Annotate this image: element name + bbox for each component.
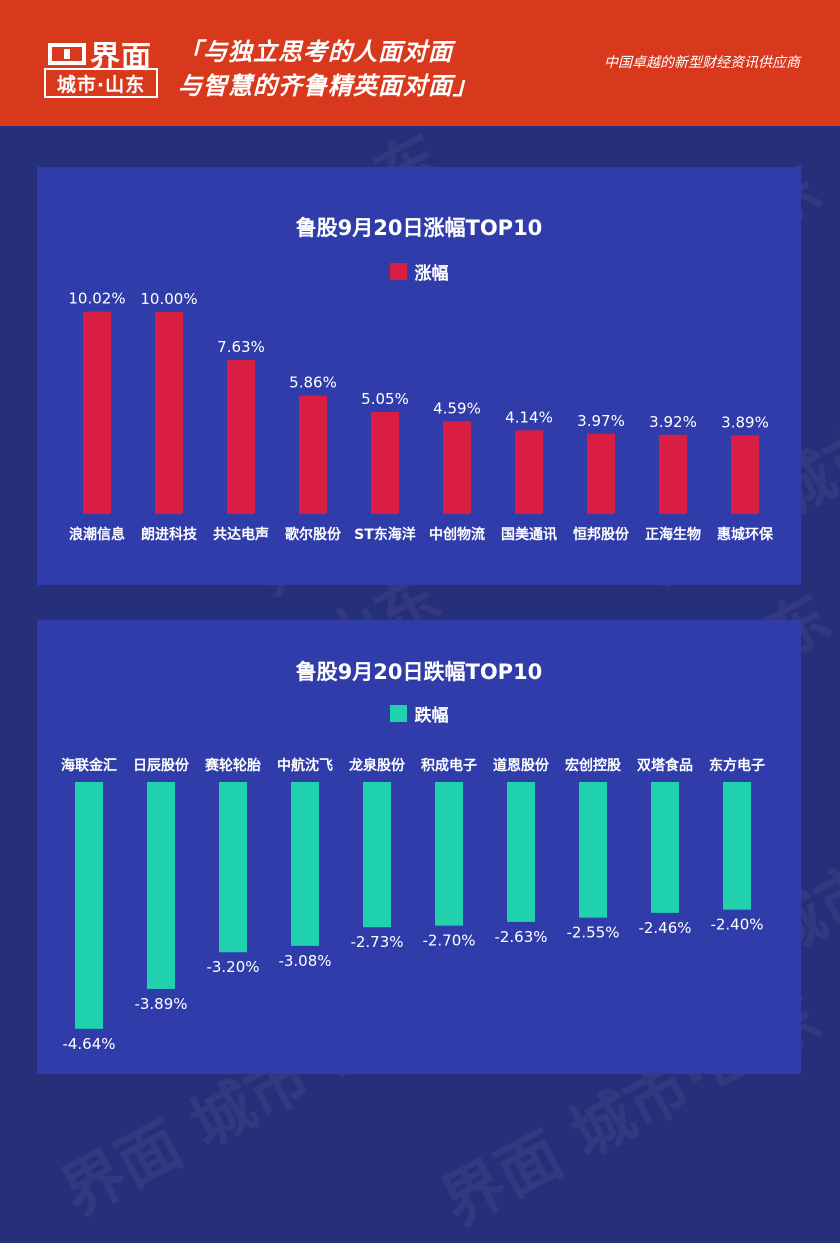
gain-bar [299, 395, 327, 514]
gain-category-label: 正海生物 [645, 526, 701, 543]
loss-legend-label: 跌幅 [414, 706, 449, 726]
gain-data-label: 3.89% [721, 413, 769, 431]
loss-category-label: 东方电子 [709, 757, 765, 774]
gain-category-label: 歌尔股份 [285, 526, 342, 543]
gain-category-label: 朗进科技 [141, 526, 198, 543]
loss-category-label: 海联金汇 [61, 757, 117, 774]
gain-category-label: ST东海洋 [354, 526, 416, 543]
gain-bar [371, 411, 399, 514]
gain-data-label: 7.63% [217, 338, 265, 356]
gain-category-label: 共达电声 [213, 526, 269, 543]
loss-category-label: 道恩股份 [493, 757, 550, 774]
loss-data-label: -2.70% [422, 932, 475, 950]
gain-legend-label: 涨幅 [414, 264, 449, 284]
loss-bar [291, 782, 319, 946]
loss-bar [435, 782, 463, 926]
gain-bar [515, 430, 543, 514]
gain-data-label: 5.05% [361, 390, 409, 408]
gain-bar [731, 435, 759, 514]
loss-category-label: 龙泉股份 [348, 757, 406, 774]
gain-bar [227, 359, 255, 514]
gain-bar [443, 421, 471, 514]
loss-category-label: 中航沈飞 [277, 757, 333, 774]
gain-category-label: 国美通讯 [501, 526, 557, 543]
loss-data-label: -3.20% [206, 958, 259, 976]
loss-legend-swatch [389, 705, 407, 722]
slogan-line-2: 与智慧的齐鲁精英面对面」 [178, 72, 478, 100]
gain-chart-title: 鲁股9月20日涨幅TOP10 [295, 216, 543, 240]
loss-data-label: -4.64% [62, 1035, 115, 1053]
loss-bar [75, 782, 103, 1029]
loss-bar [579, 782, 607, 918]
gain-chart-panel: 鲁股9月20日涨幅TOP10 涨幅 10.02% 浪潮信息 10.00% 朗进科技 7.… [37, 167, 801, 585]
gain-data-label: 4.59% [433, 399, 481, 417]
logo-sub-text: 城市·山东 [44, 68, 158, 98]
gain-bar-chart: 10.02% 浪潮信息 10.00% 朗进科技 7.63% 共达电声 5.86% 歌尔股份 5.… [68, 290, 774, 543]
gain-bar [659, 434, 687, 514]
loss-bar [147, 782, 175, 989]
gain-legend-swatch [389, 263, 407, 280]
gain-data-label: 10.02% [68, 290, 125, 308]
gain-bar [83, 311, 111, 514]
gain-category-label: 浪潮信息 [69, 526, 125, 543]
gain-category-label: 中创物流 [429, 526, 485, 543]
loss-legend: 跌幅 [37, 701, 801, 726]
loss-data-label: -2.55% [566, 924, 619, 942]
gain-category-label: 恒邦股份 [573, 526, 630, 543]
tagline: 中国卓越的新型财经资讯供应商 [604, 55, 800, 71]
header-banner: 界面 城市·山东 「与独立思考的人面对面 与智慧的齐鲁精英面对面」 中国卓越的新… [0, 0, 840, 126]
gain-bar [587, 433, 615, 514]
gain-legend: 涨幅 [37, 259, 801, 284]
gain-data-label: 3.92% [649, 413, 697, 431]
gain-data-label: 5.86% [289, 374, 337, 392]
loss-category-label: 赛轮轮胎 [204, 757, 261, 774]
loss-data-label: -2.73% [350, 933, 403, 951]
loss-bar [363, 782, 391, 928]
loss-data-label: -3.08% [278, 952, 331, 970]
loss-bar [219, 782, 247, 953]
loss-bar [723, 782, 751, 910]
gain-category-label: 惠城环保 [717, 526, 774, 543]
loss-data-label: -2.63% [494, 928, 547, 946]
loss-bar-chart: -4.64% 海联金汇 -3.89% 日辰股份 -3.20% 赛轮轮胎 -3.08% 中航沈飞… [61, 757, 765, 1053]
gain-data-label: 10.00% [140, 290, 197, 308]
loss-bar [507, 782, 535, 922]
loss-data-label: -3.89% [134, 995, 187, 1013]
loss-category-label: 宏创控股 [565, 757, 622, 774]
slogan-line-1: 「与独立思考的人面对面 [178, 38, 453, 66]
logo-mark-icon [48, 43, 86, 65]
gain-bar [155, 312, 183, 514]
loss-data-label: -2.46% [638, 919, 691, 937]
loss-chart-title: 鲁股9月20日跌幅TOP10 [295, 660, 543, 684]
gain-data-label: 3.97% [577, 412, 625, 430]
gain-data-label: 4.14% [505, 408, 553, 426]
loss-category-label: 日辰股份 [133, 757, 190, 774]
loss-bar [651, 782, 679, 913]
loss-chart-panel: 鲁股9月20日跌幅TOP10 跌幅 -4.64% 海联金汇 -3.89% 日辰股份 -3… [37, 620, 801, 1074]
loss-category-label: 积成电子 [421, 757, 477, 774]
loss-category-label: 双塔食品 [637, 757, 693, 774]
loss-data-label: -2.40% [710, 916, 763, 934]
